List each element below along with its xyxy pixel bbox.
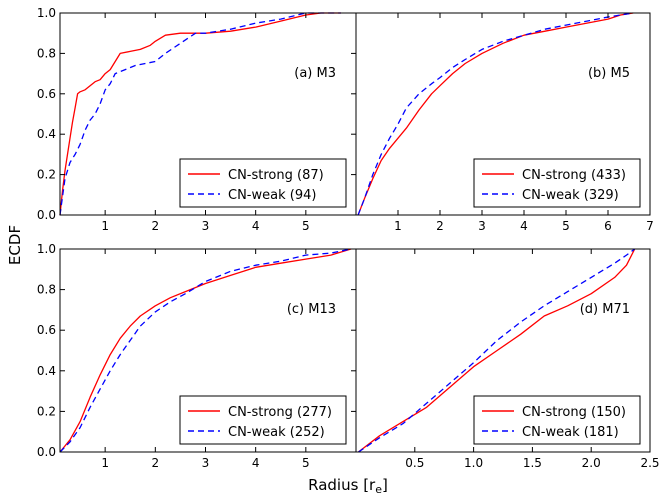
series-line-cn-weak [59,12,341,216]
series-line-cn-strong [358,248,636,453]
legend-label-cn-weak: CN-weak (94) [228,188,316,203]
y-tick-label: 0.4 [37,364,56,378]
panel-label: (c) M13 [287,302,336,317]
x-axis-label-end: ] [382,476,388,494]
y-tick-label: 0.6 [37,323,56,337]
x-axis-label-subscript: e [375,483,382,496]
legend: CN-strong (150) CN-weak (181) [473,395,641,445]
panel-label: (a) M3 [294,66,336,81]
x-tick-label: 5 [302,219,310,233]
x-tick-label: 2.5 [640,456,659,470]
legend-label-cn-weak: CN-weak (329) [522,188,619,203]
x-tick-label: 5 [562,219,570,233]
x-tick-label: 1.0 [464,456,483,470]
legend-box [179,158,347,208]
y-tick-label: 0.2 [37,168,56,182]
y-tick-label: 0.6 [37,87,56,101]
series-line-cn-weak [59,248,352,453]
y-tick-label: 0.0 [37,208,56,222]
y-tick-label: 0.8 [37,283,56,297]
x-tick-label: 4 [252,456,260,470]
legend: CN-strong (433) CN-weak (329) [473,158,641,208]
x-tick-label: 1 [101,219,109,233]
legend-box [473,158,641,208]
x-tick-label: 2 [436,219,444,233]
x-tick-label: 6 [604,219,612,233]
series-line-cn-strong [59,248,352,453]
series-line-cn-strong [357,12,634,216]
legend-label-cn-strong: CN-strong (150) [522,405,626,420]
x-tick-label: 3 [478,219,486,233]
legend-label-cn-weak: CN-weak (252) [228,425,325,440]
x-tick-label: 0.5 [405,456,424,470]
x-tick-label: 7 [646,219,654,233]
x-axis-label-main: Radius [r [308,476,376,494]
series-line-cn-strong [59,12,341,216]
panel-label: (b) M5 [588,66,630,81]
legend-label-cn-strong: CN-strong (87) [228,168,324,183]
x-tick-label: 2 [152,219,160,233]
y-tick-label: 0.8 [37,46,56,60]
plot-frame [355,12,651,216]
series-line-cn-weak [358,248,636,453]
y-tick-label: 0.4 [37,127,56,141]
x-tick-label: 2 [152,456,160,470]
y-tick-label: 1.0 [37,242,56,256]
x-tick-label: 2.0 [582,456,601,470]
legend-box [179,395,347,445]
y-axis-label: ECDF [6,225,24,265]
legend-box [473,395,641,445]
x-axis-label: Radius [re] [308,476,388,496]
x-tick-label: 4 [252,219,260,233]
x-tick-label: 1.5 [523,456,542,470]
x-tick-label: 1 [101,456,109,470]
x-tick-label: 1 [394,219,402,233]
y-tick-label: 1.0 [37,6,56,20]
legend-label-cn-weak: CN-weak (181) [522,425,619,440]
panel-label: (d) M71 [580,302,630,317]
legend: CN-strong (87) CN-weak (94) [179,158,347,208]
x-tick-label: 3 [202,219,210,233]
panel-m5: 1 2 3 4 5 6 7 (b) M5 CN-strong (433) CN-weak (329… [355,12,654,233]
x-tick-label: 3 [202,456,210,470]
series-line-cn-weak [357,12,634,216]
y-tick-label: 0.2 [37,404,56,418]
y-tick-label: 0.0 [37,445,56,459]
legend-label-cn-strong: CN-strong (277) [228,405,332,420]
legend: CN-strong (277) CN-weak (252) [179,395,347,445]
x-tick-label: 4 [520,219,528,233]
panel-m3: 1 2 3 4 5 0.0 0.2 0.4 0.6 0.8 1.0 (a) M3 CN-strong (… [37,6,357,233]
x-tick-label: 5 [302,456,310,470]
plot-frame [355,248,651,453]
panel-m13: 1 2 3 4 5 0.0 0.2 0.4 0.6 0.8 1.0 (c) M13 CN-strong … [37,242,357,470]
legend-label-cn-strong: CN-strong (433) [522,168,626,183]
